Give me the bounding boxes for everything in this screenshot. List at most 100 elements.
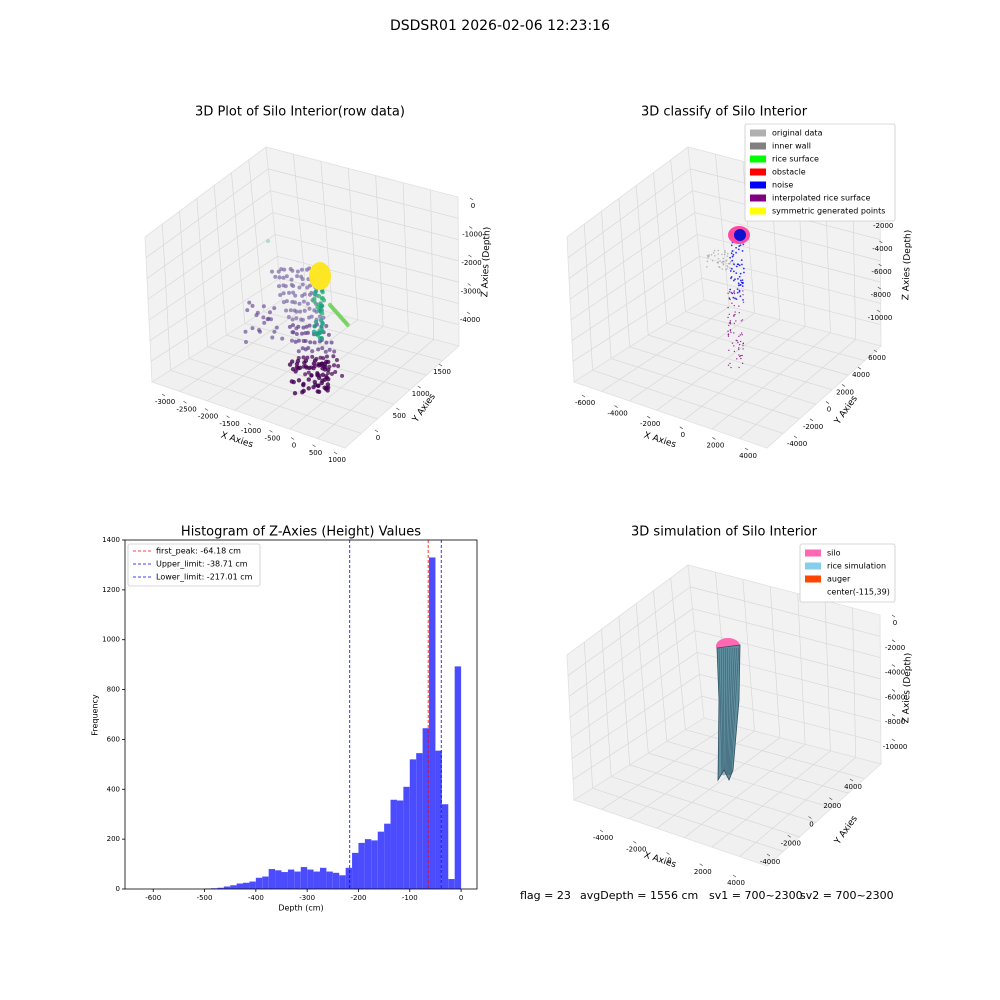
decor-point: [309, 314, 314, 319]
pane-grid: [146, 190, 271, 279]
decor-point: [738, 335, 740, 338]
x-tick-label: -3000: [155, 398, 175, 406]
pane-grid: [635, 603, 649, 754]
x-tick-label: -2500: [176, 405, 196, 413]
decor-point: [741, 263, 743, 266]
decor-point: [250, 303, 255, 308]
legend-swatch: [750, 142, 766, 150]
decor-point: [736, 288, 739, 291]
decor-point: [737, 277, 739, 280]
bar: [422, 728, 430, 889]
decor-point: [243, 340, 248, 345]
y-axis-label: Frequency: [91, 694, 100, 736]
decor-point: [742, 344, 744, 347]
pane-grid: [601, 724, 730, 810]
z-tick: [879, 240, 883, 244]
decor-point: [325, 359, 331, 365]
decor-point: [266, 239, 270, 243]
decor-point: [738, 354, 740, 356]
decor-point: [297, 301, 302, 306]
decor-point: [316, 293, 322, 299]
decor-point: [315, 383, 321, 388]
bar: [429, 557, 436, 889]
decor-point: [320, 320, 325, 326]
decor-point: [281, 275, 286, 280]
pane-grid: [248, 159, 264, 312]
decor-point: [287, 324, 292, 329]
decor-point: [284, 299, 289, 304]
decor-point: [728, 297, 731, 299]
pane-grid: [189, 358, 378, 420]
x-tick-label: -2000: [198, 413, 218, 421]
decor-point: [738, 289, 741, 292]
decor-point: [294, 316, 299, 321]
decor-point: [738, 348, 740, 351]
decor-point: [276, 269, 281, 274]
x-tick: [226, 415, 230, 419]
decor-point: [320, 346, 325, 351]
decor-point: [742, 342, 745, 344]
z-tick-label: 0: [471, 202, 475, 210]
bar: [403, 786, 410, 889]
z-tick: [877, 286, 881, 290]
decor-point: [727, 292, 729, 295]
bar: [236, 883, 244, 889]
decor-point: [733, 304, 735, 307]
y-tick-label: 1400: [102, 536, 120, 544]
decor-point: [738, 311, 740, 314]
decor-point: [303, 338, 308, 343]
decor-point: [312, 379, 318, 385]
decor-point: [301, 382, 306, 388]
bar: [300, 867, 308, 889]
pane-grid: [611, 358, 800, 420]
decor-point: [303, 372, 308, 377]
pane-grid: [670, 577, 686, 730]
decor-point: [728, 349, 730, 352]
pane-grid: [147, 212, 274, 300]
decor-point: [279, 267, 284, 272]
pane-grid: [628, 312, 755, 402]
z-tick-label: -4000: [460, 316, 480, 324]
decor-point: [295, 269, 300, 274]
bar: [339, 875, 346, 889]
decor-point: [735, 272, 738, 274]
x-tick: [633, 840, 637, 844]
pane: [573, 717, 882, 867]
decor-point: [276, 284, 281, 289]
legend-label: original data: [772, 129, 823, 138]
decor-point: [729, 262, 731, 264]
legend-label: rice surface: [772, 155, 819, 164]
decor-point: [324, 340, 329, 345]
x-tick-label: 0: [459, 894, 463, 902]
bar: [307, 869, 314, 889]
bar: [326, 871, 333, 889]
decor-point: [731, 302, 733, 304]
decor-point: [266, 316, 271, 321]
x-tick-label: 0: [667, 857, 671, 865]
decor-point: [314, 309, 319, 314]
z-tick-label: -4000: [885, 669, 905, 677]
decor-point: [301, 355, 306, 360]
decor-point: [311, 361, 317, 366]
decor-point: [316, 363, 321, 368]
decor-point: [280, 336, 285, 341]
decor-point: [293, 293, 298, 298]
bar: [275, 870, 282, 889]
pane-grid: [231, 172, 246, 324]
z-tick-label: -8000: [885, 718, 905, 726]
decor-point: [329, 371, 334, 376]
decor-point: [333, 370, 338, 375]
y-tick: [809, 418, 814, 422]
x-tick: [204, 408, 209, 411]
decor-point: [711, 259, 714, 262]
z-tick-label: -2000: [873, 222, 893, 230]
decor-point: [334, 357, 339, 362]
decor-point: [717, 253, 720, 255]
y-tick-label: 2000: [836, 388, 854, 396]
z-tick: [891, 664, 896, 667]
pane-grid: [268, 168, 459, 219]
decor-point: [307, 323, 312, 328]
pane-grid: [670, 159, 686, 312]
pane-grid: [571, 673, 700, 759]
z-tick: [469, 197, 474, 201]
